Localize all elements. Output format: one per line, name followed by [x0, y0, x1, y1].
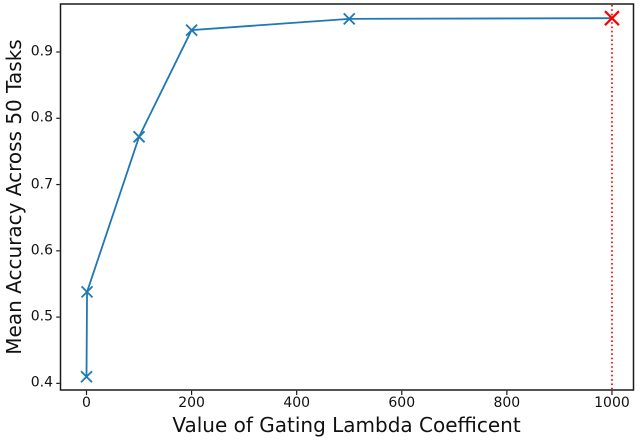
accuracy-line [85, 17, 612, 377]
data-point-marker [343, 12, 356, 25]
y-tick-label: 0.6 [30, 242, 53, 259]
axes-spines [59, 3, 635, 391]
data-point-marker [80, 285, 94, 299]
x-tick-label: 600 [388, 395, 416, 411]
highlight-point-marker [604, 10, 620, 26]
x-tick-label: 0 [82, 395, 91, 411]
y-tick-label: 0.5 [30, 308, 53, 325]
x-tick-label: 1000 [594, 395, 630, 411]
data-point-marker [185, 23, 198, 37]
y-tick-label: 0.4 [30, 374, 53, 391]
data-point-marker [132, 130, 146, 143]
data-point-marker [80, 370, 93, 383]
y-tick-label: 0.8 [30, 109, 53, 126]
y-tick-label: 0.9 [30, 43, 53, 60]
y-axis-label: Mean Accuracy Across 50 Tasks [2, 39, 26, 355]
x-tick-label: 800 [493, 395, 521, 411]
x-tick-label: 400 [283, 395, 311, 411]
y-tick-label: 0.7 [30, 176, 53, 193]
x-axis-label: Value of Gating Lambda Coefficent [172, 413, 521, 437]
x-tick-label: 200 [178, 395, 205, 411]
